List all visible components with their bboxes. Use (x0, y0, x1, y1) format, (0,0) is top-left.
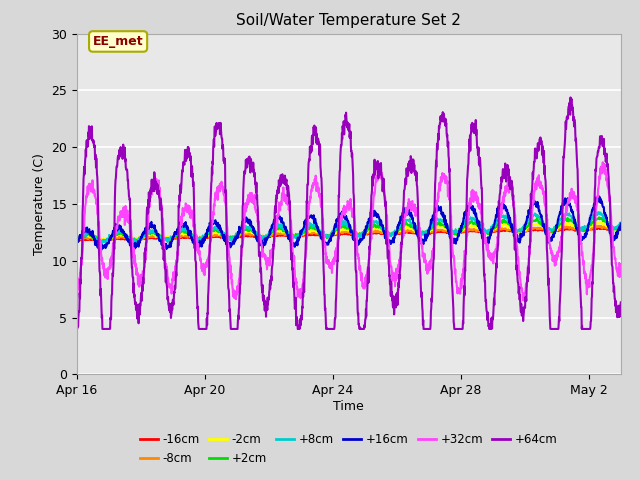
+8cm (617, 221, 625, 227)
Line: +32cm: +32cm (77, 162, 621, 300)
-16cm (99, 238, 106, 244)
+32cm (356, 270, 364, 276)
+16cm (595, 193, 602, 199)
+32cm (519, 298, 527, 303)
-16cm (381, 231, 388, 237)
+2cm (101, 240, 109, 245)
Line: -2cm: -2cm (77, 221, 621, 241)
-8cm (597, 223, 605, 228)
+8cm (508, 221, 516, 227)
+2cm (595, 214, 603, 220)
+8cm (131, 240, 139, 246)
+32cm (73, 293, 81, 299)
Line: +2cm: +2cm (77, 217, 621, 242)
Line: -16cm: -16cm (77, 228, 621, 241)
+16cm (164, 244, 172, 250)
-8cm (357, 232, 365, 238)
-8cm (74, 238, 82, 244)
+2cm (381, 229, 388, 235)
Line: +64cm: +64cm (77, 97, 621, 329)
+64cm (381, 193, 388, 199)
-2cm (357, 230, 365, 236)
Y-axis label: Temperature (C): Temperature (C) (33, 153, 45, 255)
-2cm (617, 224, 625, 230)
+64cm (356, 326, 364, 332)
Line: -8cm: -8cm (77, 226, 621, 241)
-8cm (173, 234, 181, 240)
-2cm (508, 227, 516, 232)
+16cm (357, 238, 365, 244)
+64cm (164, 297, 172, 302)
-2cm (131, 238, 139, 244)
+2cm (173, 231, 181, 237)
+8cm (164, 240, 172, 245)
-8cm (508, 228, 516, 233)
+16cm (173, 229, 181, 235)
+8cm (173, 229, 181, 235)
-2cm (164, 236, 172, 242)
+8cm (593, 209, 600, 215)
+2cm (327, 233, 335, 239)
+16cm (195, 247, 202, 253)
+32cm (617, 266, 625, 272)
+64cm (508, 182, 516, 188)
+16cm (73, 241, 81, 247)
Text: EE_met: EE_met (93, 35, 143, 48)
+16cm (508, 226, 516, 232)
-2cm (327, 231, 335, 237)
-16cm (508, 228, 516, 234)
+2cm (617, 224, 625, 229)
+16cm (617, 221, 625, 227)
+8cm (73, 236, 81, 241)
+64cm (617, 300, 625, 305)
+2cm (357, 232, 365, 238)
-8cm (617, 225, 625, 231)
+32cm (381, 190, 388, 196)
+2cm (73, 238, 81, 243)
Title: Soil/Water Temperature Set 2: Soil/Water Temperature Set 2 (236, 13, 461, 28)
-2cm (381, 230, 388, 236)
+2cm (508, 224, 516, 230)
+32cm (599, 159, 607, 165)
Line: +8cm: +8cm (77, 212, 621, 243)
+32cm (164, 272, 172, 278)
+64cm (566, 95, 574, 100)
Line: +16cm: +16cm (77, 196, 621, 250)
+64cm (173, 259, 181, 265)
+8cm (381, 227, 388, 233)
-16cm (357, 232, 365, 238)
-8cm (73, 237, 81, 243)
-2cm (563, 218, 571, 224)
-16cm (327, 233, 335, 239)
-8cm (381, 230, 388, 236)
-8cm (164, 236, 172, 241)
+64cm (73, 326, 81, 332)
+8cm (357, 232, 365, 238)
-16cm (173, 235, 181, 241)
-16cm (73, 237, 81, 243)
-8cm (327, 233, 335, 239)
-16cm (164, 236, 172, 242)
+32cm (173, 256, 181, 262)
+32cm (508, 191, 516, 196)
+16cm (327, 238, 335, 244)
+64cm (326, 326, 334, 332)
Legend: -16cm, -8cm, -2cm, +2cm, +8cm, +16cm, +32cm, +64cm: -16cm, -8cm, -2cm, +2cm, +8cm, +16cm, +3… (135, 428, 563, 469)
+8cm (327, 231, 335, 237)
+2cm (164, 235, 172, 240)
-2cm (173, 232, 181, 238)
-16cm (617, 226, 625, 232)
X-axis label: Time: Time (333, 400, 364, 413)
+16cm (381, 235, 388, 240)
+32cm (326, 265, 334, 271)
-2cm (73, 236, 81, 242)
-16cm (595, 225, 602, 231)
